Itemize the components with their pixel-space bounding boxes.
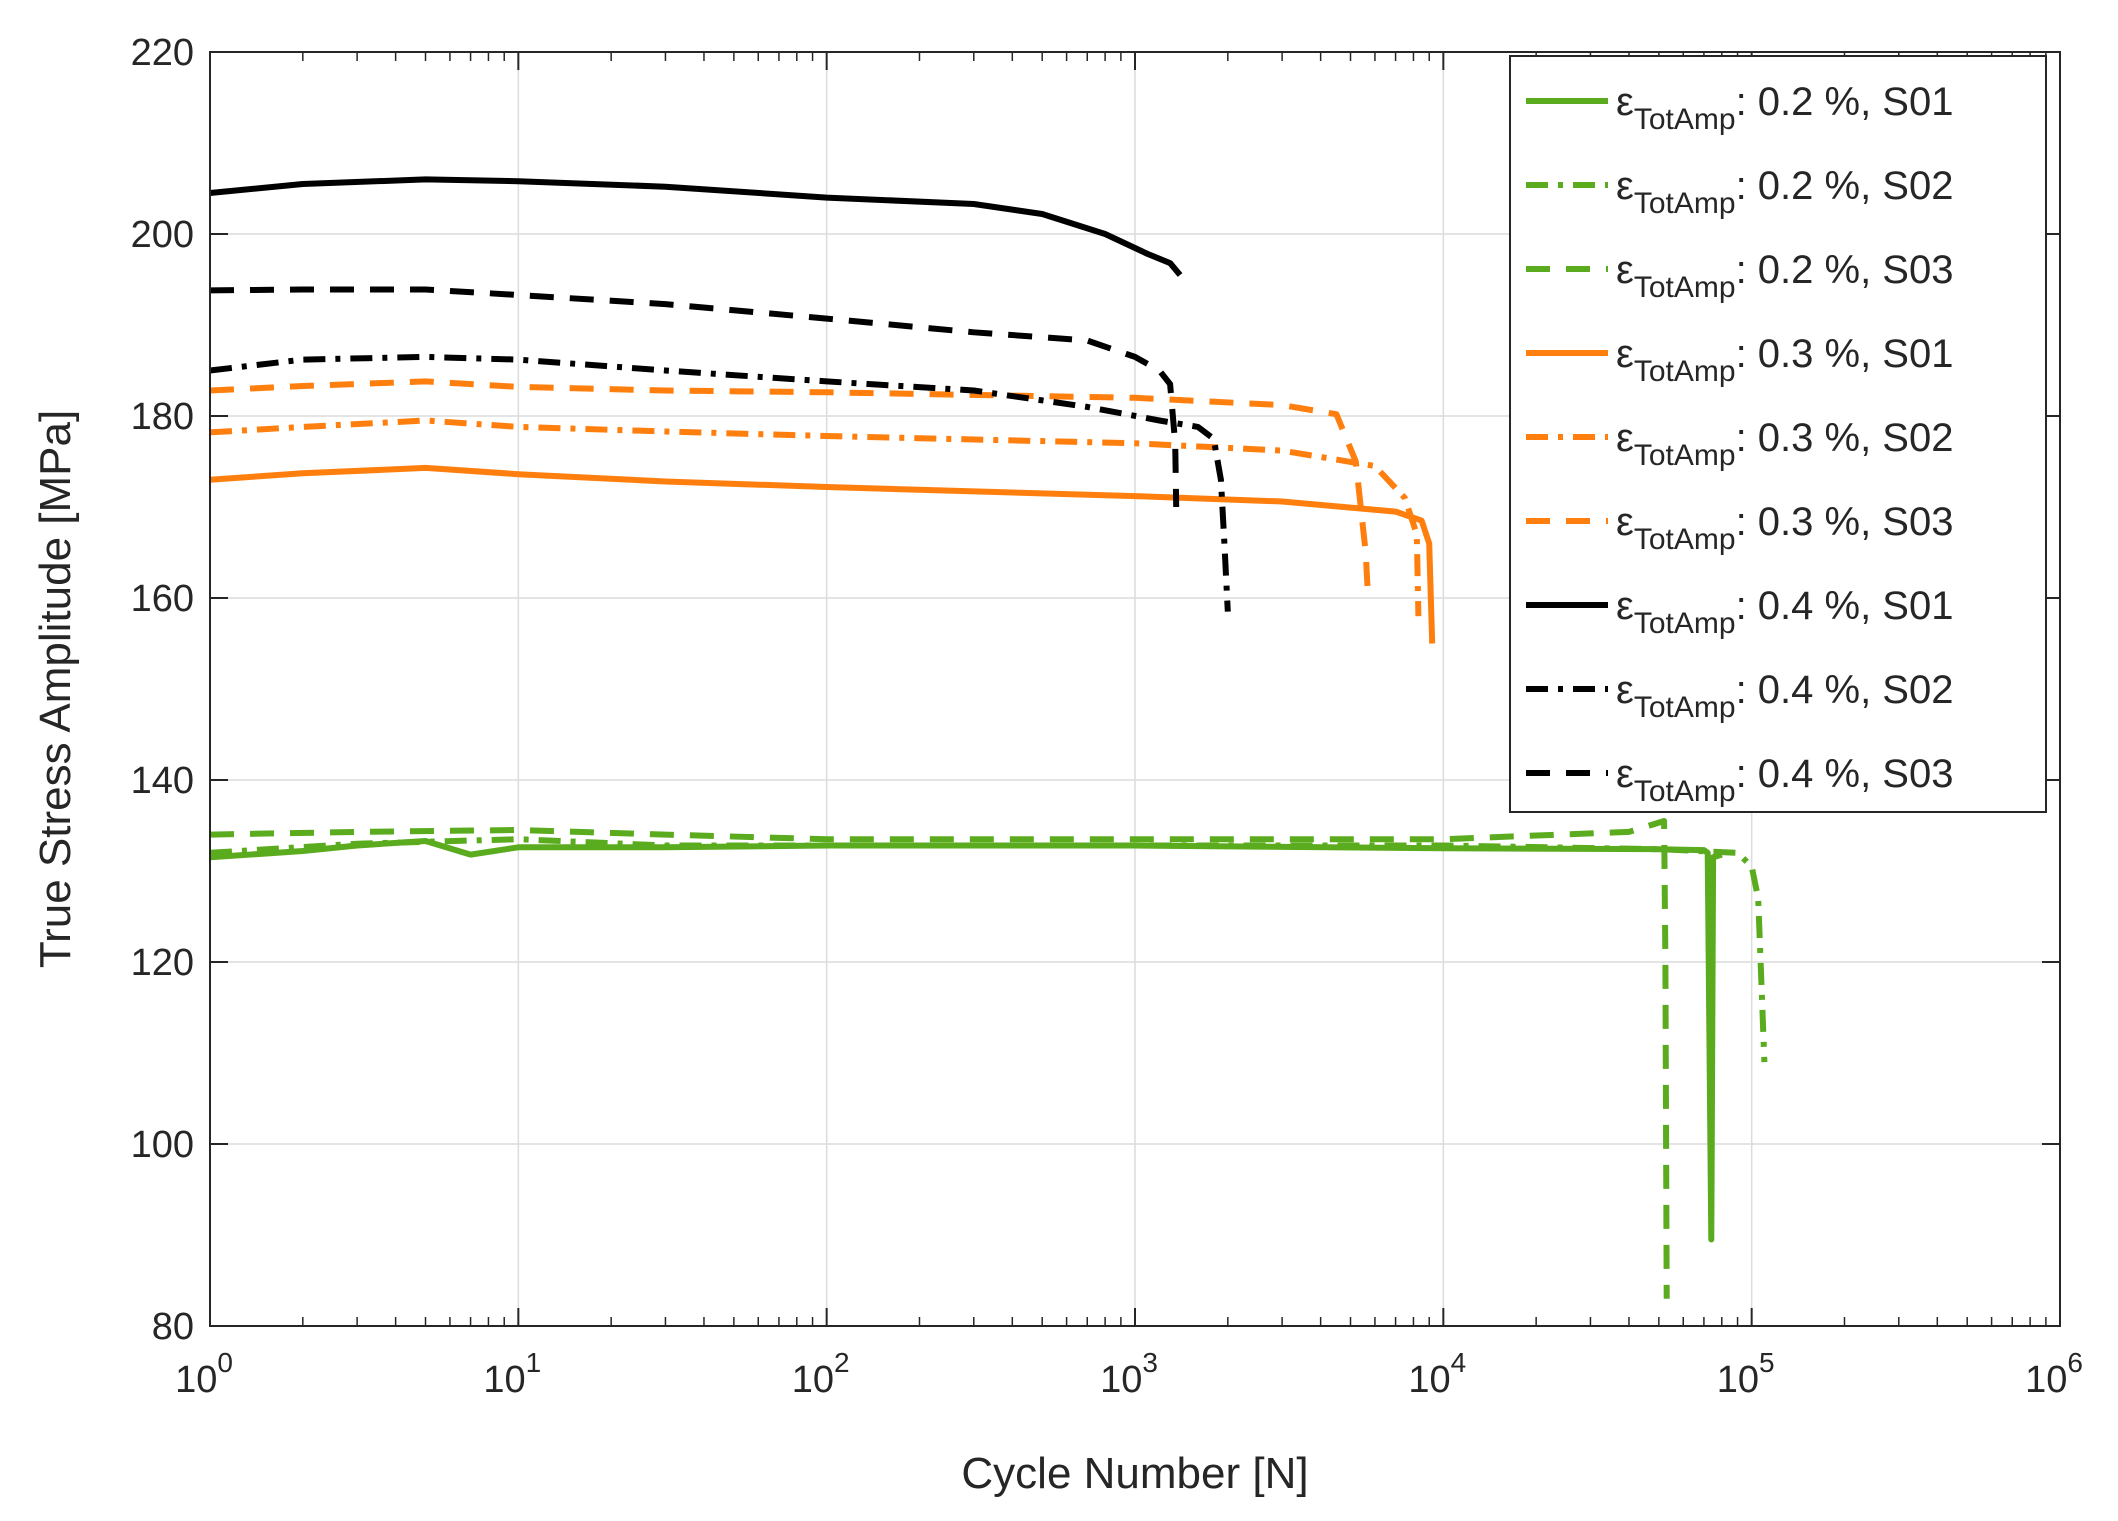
x-tick-exponent: 6	[2067, 1347, 2083, 1378]
legend-label-2: εTotAmp: 0.2 %, S02	[1616, 164, 1953, 220]
y-tick-label: 160	[131, 578, 194, 620]
y-tick-label: 140	[131, 760, 194, 802]
x-tick-base: 10	[1717, 1359, 1759, 1401]
legend-label-9: εTotAmp: 0.4 %, S03	[1616, 752, 1953, 808]
series-line-9	[209, 286, 1180, 508]
legend-symbol: ε	[1616, 332, 1634, 376]
legend-symbol: ε	[1616, 668, 1634, 712]
legend-symbol: ε	[1616, 416, 1634, 460]
legend-subscript: TotAmp	[1634, 271, 1736, 304]
legend-label-6: εTotAmp: 0.3 %, S03	[1616, 500, 1953, 556]
x-tick-exponent: 4	[1451, 1347, 1467, 1378]
series-line-6	[209, 378, 1372, 599]
series-line-5	[209, 417, 1422, 617]
series-line-7	[209, 176, 1183, 277]
x-tick-exponent: 0	[217, 1347, 233, 1378]
legend-subscript: TotAmp	[1634, 187, 1736, 220]
x-tick-base: 10	[175, 1359, 217, 1401]
x-tick-label: 102	[792, 1347, 850, 1401]
legend-symbol: ε	[1616, 584, 1634, 628]
legend-symbol: ε	[1616, 80, 1634, 124]
legend-suffix: : 0.4 %, S01	[1736, 584, 1954, 628]
legend-label-1: εTotAmp: 0.2 %, S01	[1616, 80, 1953, 136]
legend-label-3: εTotAmp: 0.2 %, S03	[1616, 248, 1953, 304]
legend-symbol: ε	[1616, 752, 1634, 796]
legend-label-4: εTotAmp: 0.3 %, S01	[1616, 332, 1953, 388]
x-tick-base: 10	[483, 1359, 525, 1401]
legend-symbol: ε	[1616, 164, 1634, 208]
legend-label-7: εTotAmp: 0.4 %, S01	[1616, 584, 1953, 640]
legend-subscript: TotAmp	[1634, 103, 1736, 136]
series-layer	[209, 176, 1768, 1299]
x-tick-exponent: 1	[526, 1347, 542, 1378]
y-tick-label: 80	[152, 1306, 194, 1348]
legend-subscript: TotAmp	[1634, 355, 1736, 388]
series-line-8	[209, 353, 1231, 612]
legend-subscript: TotAmp	[1634, 775, 1736, 808]
x-tick-label: 105	[1717, 1347, 1775, 1401]
legend-subscript: TotAmp	[1634, 523, 1736, 556]
legend-label-5: εTotAmp: 0.3 %, S02	[1616, 416, 1953, 472]
legend-symbol: ε	[1616, 248, 1634, 292]
x-tick-base: 10	[2025, 1359, 2067, 1401]
x-tick-base: 10	[1100, 1359, 1142, 1401]
series-line-3	[209, 818, 1670, 1299]
legend-suffix: : 0.3 %, S02	[1736, 416, 1954, 460]
y-tick-label: 220	[131, 32, 194, 74]
x-tick-exponent: 5	[1759, 1347, 1775, 1378]
x-tick-base: 10	[1408, 1359, 1450, 1401]
legend-suffix: : 0.2 %, S01	[1736, 80, 1954, 124]
x-tick-exponent: 2	[834, 1347, 850, 1378]
legend-suffix: : 0.3 %, S03	[1736, 500, 1954, 544]
series-line-2	[209, 836, 1768, 1063]
x-axis-title: Cycle Number [N]	[961, 1449, 1308, 1498]
series-line-4	[209, 464, 1436, 644]
y-tick-label: 120	[131, 942, 194, 984]
legend-suffix: : 0.2 %, S03	[1736, 248, 1954, 292]
y-tick-labels: 80 100 120 140 160 180 200 220	[131, 32, 194, 1348]
legend-subscript: TotAmp	[1634, 439, 1736, 472]
x-tick-base: 10	[792, 1359, 834, 1401]
x-tick-label: 100	[175, 1347, 233, 1401]
legend-symbol: ε	[1616, 500, 1634, 544]
legend-subscript: TotAmp	[1634, 691, 1736, 724]
x-tick-exponent: 3	[1142, 1347, 1158, 1378]
legend-label-8: εTotAmp: 0.4 %, S02	[1616, 668, 1953, 724]
legend-suffix: : 0.4 %, S02	[1736, 668, 1954, 712]
legend-subscript: TotAmp	[1634, 607, 1736, 640]
y-tick-label: 180	[131, 396, 194, 438]
legend-suffix: : 0.4 %, S03	[1736, 752, 1954, 796]
legend-suffix: : 0.3 %, S01	[1736, 332, 1954, 376]
x-tick-label: 104	[1408, 1347, 1466, 1401]
x-tick-label: 106	[2025, 1347, 2083, 1401]
y-axis-title: True Stress Amplitude [MPa]	[31, 410, 80, 968]
x-tick-labels: 100 101 102 103 104 105 106	[175, 1347, 2083, 1401]
legend-box	[1509, 55, 2047, 813]
ticks	[209, 51, 2061, 1327]
y-tick-label: 200	[131, 214, 194, 256]
legend-suffix: : 0.2 %, S02	[1736, 164, 1954, 208]
x-tick-label: 101	[483, 1347, 541, 1401]
x-tick-label: 103	[1100, 1347, 1158, 1401]
y-tick-label: 100	[131, 1124, 194, 1166]
